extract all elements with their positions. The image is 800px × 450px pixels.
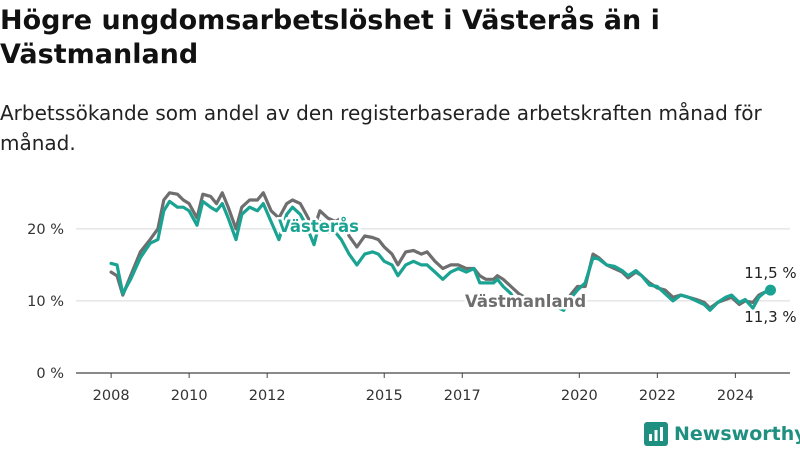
series-label-vastmanland: Västmanland (465, 292, 586, 311)
series-line-vasteras (109, 199, 773, 312)
chart-subtitle: Arbetssökande som andel av den registerb… (0, 101, 762, 155)
x-tick-label: 2017 (444, 388, 481, 404)
end-label-vasteras: 11,5 % (744, 264, 796, 282)
y-tick-label: 10 % (27, 294, 64, 310)
series-label-vasteras-halo: Västerås (278, 217, 359, 236)
y-tick-label: 0 % (36, 366, 64, 382)
x-tick-label: 2022 (639, 388, 676, 404)
end-label-vastmanland: 11,3 % (744, 308, 796, 326)
x-tick-label: 2024 (717, 388, 754, 404)
x-tick-label: 2015 (366, 388, 403, 404)
newsworthy-logo-icon (644, 422, 668, 446)
series-lines (109, 191, 773, 312)
series-label-vasteras: Västerås (278, 217, 359, 236)
series-labels: VästeråsVästeråsVästmanlandVästmanland11… (276, 215, 797, 327)
newsworthy-logo: Newsworthy (644, 420, 800, 448)
x-tick-label: 2012 (249, 388, 286, 404)
y-axis-ticks: 0 % 10 % 20 % (27, 222, 64, 382)
line-chart: 0 % 10 % 20 % 2008 2010 2012 2015 2017 2020 2022… (27, 191, 797, 404)
chart-title: Högre ungdomsarbetslöshet i Västerås än … (0, 5, 660, 70)
y-tick-label: 20 % (27, 222, 64, 238)
x-axis-ticks: 2008 2010 2012 2015 2017 2020 2022 2024 (93, 373, 754, 404)
series-line-vastmanland (109, 191, 773, 310)
gridlines (76, 228, 790, 374)
end-point-vasteras (764, 284, 776, 296)
x-tick-label: 2020 (561, 388, 598, 404)
series-label-vastmanland-halo: Västmanland (465, 292, 586, 311)
x-tick-label: 2008 (93, 388, 130, 404)
x-tick-label: 2010 (171, 388, 208, 404)
logo-text: Newsworthy (674, 423, 800, 445)
